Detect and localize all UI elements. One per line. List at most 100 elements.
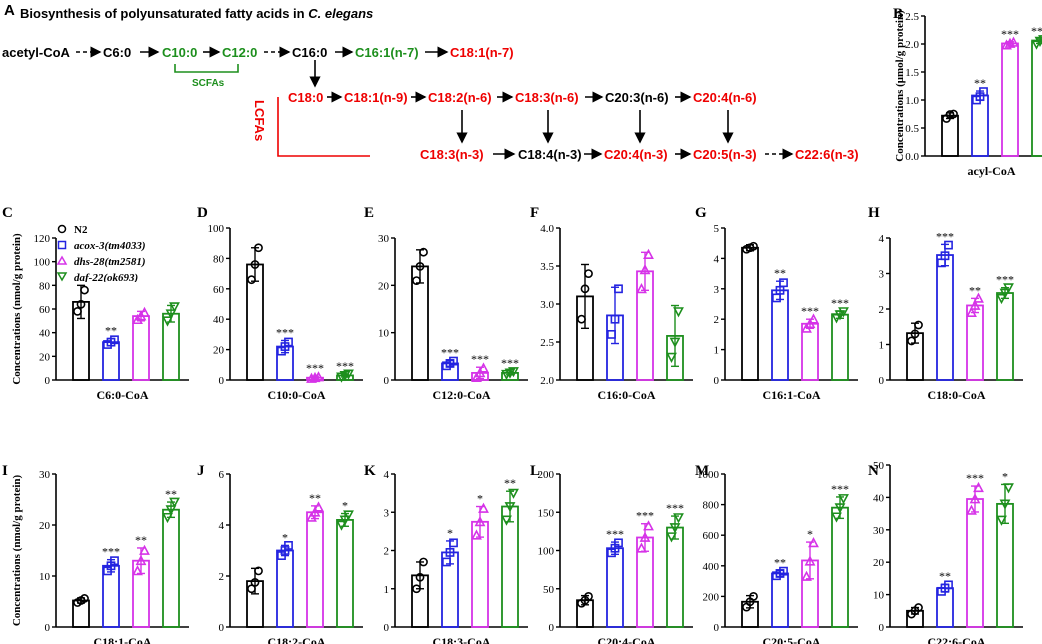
data-point	[139, 544, 150, 555]
significance-label: ***	[831, 482, 849, 496]
y-tick-label: 4	[384, 469, 390, 481]
y-tick-label: 800	[703, 500, 720, 512]
significance-label: ***	[336, 359, 354, 373]
y-tick-label: 20	[873, 557, 885, 569]
data-point	[1003, 283, 1014, 294]
data-point	[169, 302, 180, 313]
data-point	[831, 512, 842, 523]
significance-label: ***	[966, 471, 984, 485]
data-point	[669, 337, 681, 348]
significance-label: *	[282, 530, 288, 544]
data-point	[162, 316, 173, 327]
pathway-title: Biosynthesis of polyunsaturated fatty ac…	[20, 6, 373, 21]
data-point	[250, 577, 260, 587]
data-point	[508, 367, 519, 378]
bar	[162, 508, 180, 628]
y-tick-label: 0	[219, 622, 225, 634]
y-tick-label: 2.0	[540, 375, 554, 387]
y-tick-label: 4	[219, 520, 225, 532]
y-tick-label: 20	[39, 520, 51, 532]
node-c20-4-n6: C20:4(n-6)	[693, 90, 757, 105]
data-point	[999, 288, 1011, 299]
bar	[162, 312, 180, 381]
data-point	[940, 251, 950, 261]
significance-label: ***	[831, 296, 849, 310]
data-point	[254, 243, 263, 253]
data-point	[969, 299, 981, 310]
panel-letter: I	[2, 463, 8, 479]
legend-entry-n2: N2	[57, 224, 88, 236]
data-point	[831, 313, 842, 324]
data-point	[284, 337, 293, 347]
data-point	[135, 554, 147, 566]
data-point	[779, 566, 788, 576]
node-acetyl-coa: acetyl-CoA	[2, 45, 70, 60]
data-point	[949, 109, 958, 119]
data-point	[1004, 37, 1016, 48]
chart-panel-e: E 0 10 20 30 C12:0-CoA *** *** ***	[364, 205, 528, 402]
y-tick-label: 10	[873, 590, 885, 602]
y-tick-label: 0	[384, 375, 390, 387]
data-point	[1001, 39, 1012, 50]
data-point	[165, 309, 177, 320]
x-axis-label: C20:4-CoA	[598, 635, 656, 644]
significance-label: ***	[606, 527, 624, 541]
data-point	[966, 504, 977, 515]
y-tick-label: 120	[34, 233, 51, 245]
y-tick-label: 600	[703, 530, 720, 542]
lcfa-bracket	[277, 97, 370, 157]
y-tick-label: 2	[384, 546, 390, 558]
data-point	[474, 367, 486, 378]
y-tick-label: 1	[384, 584, 390, 596]
data-point	[749, 241, 758, 251]
y-tick-label: 2	[219, 571, 225, 583]
pathway-diagram: A Biosynthesis of polyunsaturated fatty …	[0, 0, 900, 180]
data-point	[250, 260, 260, 269]
significance-label: *	[477, 492, 483, 506]
pathway-arrows	[76, 46, 794, 160]
legend-label: N2	[74, 224, 88, 236]
y-tick-label: 20	[213, 345, 225, 357]
node-c16-1-n7: C16:1(n-7)	[355, 45, 419, 60]
data-point	[910, 329, 920, 339]
y-tick-label: 3.0	[540, 299, 554, 311]
significance-label: *	[1002, 469, 1008, 483]
data-point	[969, 493, 981, 504]
data-point	[966, 306, 977, 317]
significance-label: ***	[306, 361, 324, 375]
y-tick-label: 200	[703, 591, 720, 603]
bar	[1001, 42, 1019, 157]
legend-marker-triangle-down	[56, 272, 68, 282]
data-point	[442, 557, 451, 567]
panel-letter: G	[695, 205, 707, 221]
data-point	[73, 306, 82, 316]
y-tick-label: 40	[39, 328, 51, 340]
legend-entry-daf22: daf-22(ok693)	[56, 272, 138, 282]
y-tick-label: 2.5	[905, 11, 919, 23]
y-tick-label: 100	[538, 546, 555, 558]
data-point	[412, 276, 421, 285]
legend-marker-triangle-up	[56, 255, 68, 265]
data-point	[838, 494, 849, 505]
panel-letter: B	[893, 6, 903, 22]
node-c20-4-n3: C20:4(n-3)	[604, 147, 668, 162]
scfa-label: SCFAs	[192, 78, 225, 89]
panel-letter: N	[868, 463, 879, 479]
data-point	[643, 520, 654, 531]
data-point	[673, 513, 684, 524]
data-point	[80, 594, 89, 603]
data-point	[666, 352, 677, 364]
data-point	[339, 515, 351, 526]
data-point	[944, 240, 953, 250]
y-tick-label: 3	[879, 269, 885, 281]
bar	[1031, 40, 1042, 157]
legend-marker-square	[57, 240, 67, 250]
data-point	[415, 572, 425, 582]
panel-letter: C	[2, 205, 13, 221]
significance-label: *	[342, 499, 348, 513]
data-point	[110, 556, 119, 566]
legend-marker-circle	[57, 224, 67, 234]
y-tick-label: 1	[714, 345, 720, 357]
